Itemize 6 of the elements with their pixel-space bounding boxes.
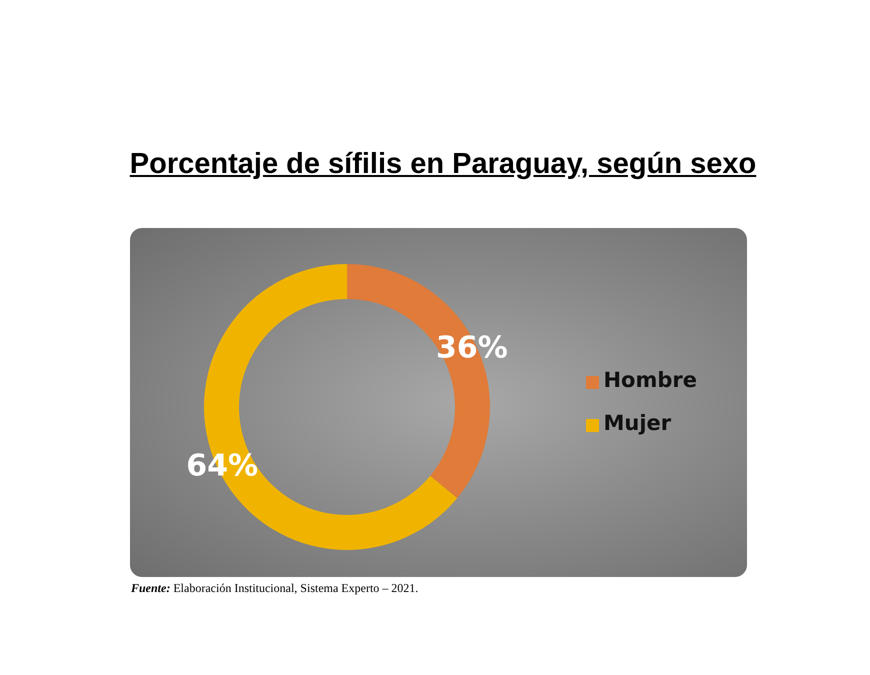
- legend-label: Mujer: [603, 410, 672, 434]
- data-label: 64%: [186, 448, 258, 484]
- source-note: Fuente: Elaboración Institucional, Sistema Experto – 2021.: [131, 581, 418, 595]
- data-label: 36%: [436, 330, 508, 366]
- chart-title: Porcentaje de sífilis en Paraguay, según sexo: [128, 148, 758, 181]
- legend-label: Hombre: [603, 368, 697, 392]
